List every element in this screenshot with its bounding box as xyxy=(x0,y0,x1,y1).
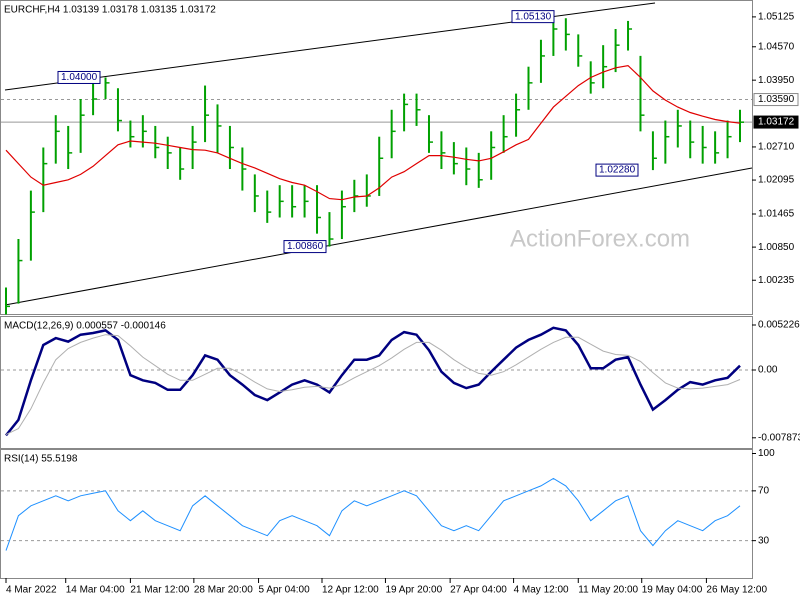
price-level-label: 1.03590 xyxy=(758,94,795,105)
y-tick-label: 1.04570 xyxy=(758,41,795,52)
y-tick-label: 0.005226 xyxy=(758,320,800,331)
annotation-box xyxy=(595,163,639,177)
x-tick-label: 5 Apr 04:00 xyxy=(259,585,311,596)
x-tick-label: 26 May 12:00 xyxy=(706,585,767,596)
macd-panel xyxy=(0,316,753,449)
series-line xyxy=(5,326,741,437)
y-tick-label: 1.03950 xyxy=(758,75,795,86)
macd-title: MACD(12,26,9) 0.000557 -0.000146 xyxy=(4,321,166,332)
y-tick-label: 30 xyxy=(758,535,770,546)
x-tick-label: 28 Mar 20:00 xyxy=(194,585,253,596)
annotation-box xyxy=(511,10,555,24)
x-tick-label: 11 May 20:00 xyxy=(578,585,638,596)
y-tick-label: 1.02095 xyxy=(758,175,795,186)
price-title: EURCHF,H4 1.03139 1.03178 1.03135 1.0317… xyxy=(4,5,216,16)
annotation-label: 1.05130 xyxy=(515,11,552,22)
price-level-box xyxy=(753,115,799,129)
x-tick-label: 27 Apr 04:00 xyxy=(450,585,507,596)
moving-average xyxy=(5,64,741,201)
x-tick-label: 19 May 04:00 xyxy=(642,585,703,596)
rsi-panel xyxy=(0,449,753,579)
x-tick-label: 4 May 12:00 xyxy=(514,585,569,596)
x-tick-label: 4 Mar 2022 xyxy=(6,585,57,596)
annotation-box xyxy=(283,240,327,254)
series-line xyxy=(5,477,741,551)
price-panel xyxy=(0,0,753,315)
y-tick-label: 70 xyxy=(758,485,770,496)
rsi-title: RSI(14) 55.5198 xyxy=(4,454,78,465)
lower-trendline xyxy=(4,167,753,306)
y-tick-label: 0.00 xyxy=(758,365,778,376)
price-level-box xyxy=(753,93,799,107)
annotation-label: 1.00860 xyxy=(287,241,324,252)
annotation-label: 1.04000 xyxy=(61,72,98,83)
price-level-label: 1.03172 xyxy=(758,117,795,128)
y-tick-label: 100 xyxy=(758,448,775,459)
watermark: ActionForex.com xyxy=(510,225,690,252)
annotation-label: 1.02280 xyxy=(599,165,636,176)
series-line xyxy=(5,334,741,436)
x-tick-label: 14 Mar 04:00 xyxy=(66,585,125,596)
x-tick-label: 19 Apr 20:00 xyxy=(385,585,442,596)
y-tick-label: 1.00850 xyxy=(758,242,795,253)
y-tick-label: 1.02710 xyxy=(758,142,795,153)
x-tick-label: 21 Mar 12:00 xyxy=(130,585,189,596)
y-tick-label: -0.007873 xyxy=(758,432,800,443)
y-tick-label: 1.01465 xyxy=(758,209,795,220)
annotation-box xyxy=(57,70,101,84)
y-tick-label: 1.00235 xyxy=(758,275,795,286)
y-tick-label: 1.05125 xyxy=(758,12,795,23)
x-tick-label: 12 Apr 12:00 xyxy=(322,585,379,596)
